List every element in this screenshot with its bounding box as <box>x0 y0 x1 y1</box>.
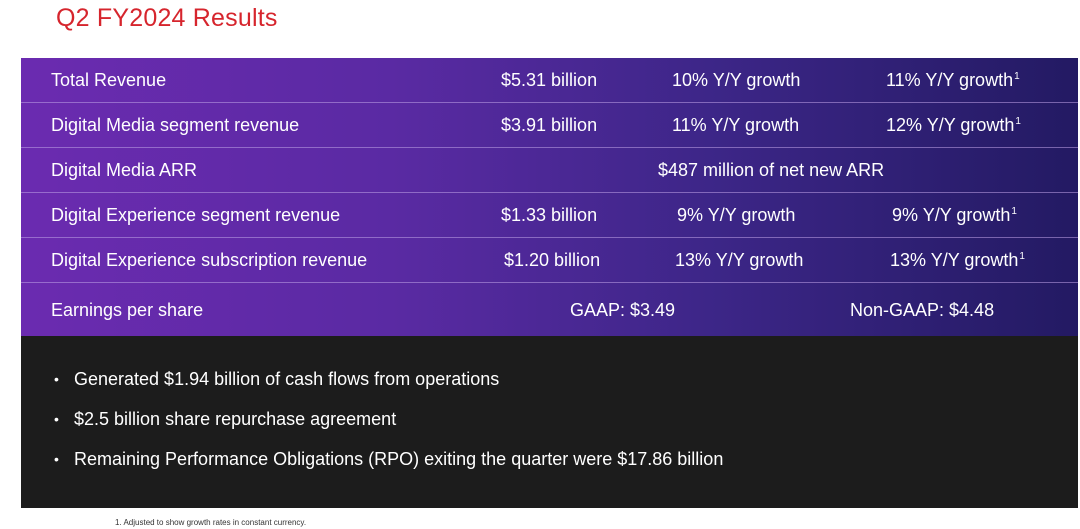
row-growth: 13% Y/Y growth <box>675 250 804 270</box>
row-value: $3.91 billion <box>501 115 598 135</box>
footnote: 1. Adjusted to show growth rates in cons… <box>115 518 307 527</box>
highlights-panel: • Generated $1.94 billion of cash flows f… <box>21 336 1078 508</box>
footnote-mark: 1 <box>1019 251 1025 262</box>
row-label: Total Revenue <box>51 70 167 90</box>
bullet-icon: • <box>54 371 59 387</box>
row-cc-growth: 9% Y/Y growth1 <box>892 205 1017 225</box>
row-growth: 11% Y/Y growth <box>672 115 800 135</box>
row-value: $1.20 billion <box>504 250 601 270</box>
row-label: Digital Media ARR <box>51 160 198 180</box>
table-row-total-revenue: Total Revenue $5.31 billion 10% Y/Y grow… <box>21 58 1078 103</box>
row-non-gaap-value: Non-GAAP: $4.48 <box>850 300 995 320</box>
row-label: Digital Experience subscription revenue <box>51 250 368 270</box>
row-cc-growth: 12% Y/Y growth1 <box>886 115 1021 135</box>
list-item: • Remaining Performance Obligations (RPO)… <box>21 444 723 484</box>
row-value: $5.31 billion <box>501 70 598 90</box>
list-item: • Generated $1.94 billion of cash flows f… <box>21 364 723 404</box>
highlights-list: • Generated $1.94 billion of cash flows f… <box>21 364 723 484</box>
footnote-mark: 1 <box>1015 116 1021 127</box>
table-row-digital-experience-revenue: Digital Experience segment revenue $1.33… <box>21 193 1078 238</box>
row-label: Digital Media segment revenue <box>51 115 300 135</box>
footnote-mark: 1 <box>1014 71 1020 82</box>
bullet-icon: • <box>54 411 59 427</box>
row-cc-growth: 11% Y/Y growth1 <box>886 70 1020 90</box>
row-growth: 10% Y/Y growth <box>672 70 801 90</box>
footnote-mark: 1 <box>1011 206 1017 217</box>
row-value: $1.33 billion <box>501 205 598 225</box>
row-label: Earnings per share <box>51 300 204 320</box>
table-row-digital-media-arr: Digital Media ARR $487 million of net ne… <box>21 148 1078 193</box>
list-item: • $2.5 billion share repurchase agreement <box>21 404 723 444</box>
results-table: Total Revenue $5.31 billion 10% Y/Y grow… <box>21 58 1078 336</box>
bullet-icon: • <box>54 451 59 467</box>
slide-title: Q2 FY2024 Results <box>56 4 278 32</box>
table-row-eps: Earnings per share GAAP: $3.49 Non-GAAP:… <box>21 284 1078 336</box>
row-merged-value: $487 million of net new ARR <box>658 160 885 180</box>
table-row-digital-experience-subscription: Digital Experience subscription revenue … <box>21 238 1078 283</box>
row-cc-growth: 13% Y/Y growth1 <box>890 250 1025 270</box>
row-gaap-value: GAAP: $3.49 <box>570 300 676 320</box>
row-growth: 9% Y/Y growth <box>677 205 796 225</box>
table-row-digital-media-revenue: Digital Media segment revenue $3.91 bill… <box>21 103 1078 148</box>
row-label: Digital Experience segment revenue <box>51 205 341 225</box>
